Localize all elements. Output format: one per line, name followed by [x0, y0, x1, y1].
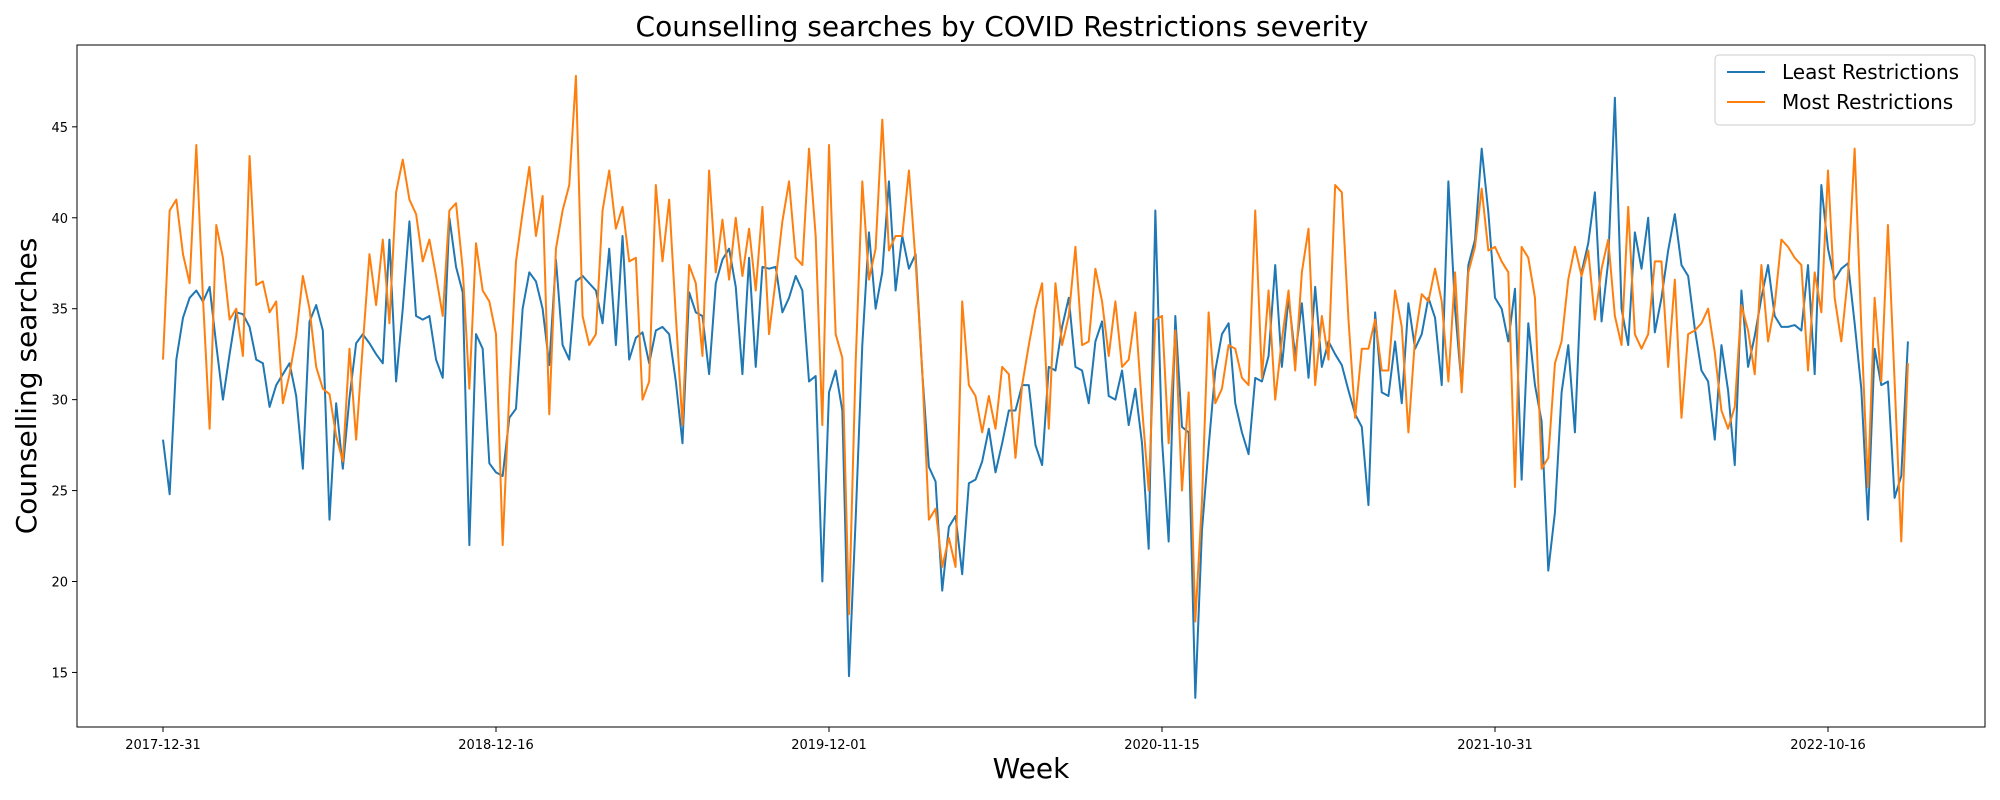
- x-axis-label: Week: [993, 752, 1070, 785]
- y-tick-label: 45: [51, 121, 68, 136]
- x-tick-label: 2021-10-31: [1457, 738, 1533, 753]
- y-axis-label: Counselling searches: [10, 238, 43, 535]
- series-line-most-restrictions: [162, 74, 1909, 623]
- legend-label-most: Most Restrictions: [1782, 90, 1953, 114]
- y-tick-label: 40: [51, 212, 68, 227]
- y-tick-label: 20: [51, 576, 68, 591]
- x-axis-ticks: 2017-12-31 2018-12-16 2019-12-01 2020-11-15…: [125, 727, 1866, 753]
- chart-title: Counselling searches by COVID Restrictio…: [636, 10, 1369, 43]
- plot-area-frame: [76, 44, 1986, 728]
- x-tick-label: 2017-12-31: [125, 738, 201, 753]
- legend-label-least: Least Restrictions: [1782, 60, 1959, 84]
- x-tick-label: 2018-12-16: [458, 738, 534, 753]
- y-tick-label: 35: [51, 303, 68, 318]
- x-tick-label: 2020-11-15: [1124, 738, 1200, 753]
- y-tick-label: 25: [51, 485, 68, 500]
- series-lines: [162, 74, 1909, 699]
- y-tick-label: 30: [51, 394, 68, 409]
- x-tick-label: 2022-10-16: [1790, 738, 1866, 753]
- legend-box: [1714, 54, 1976, 126]
- y-tick-label: 15: [51, 666, 68, 681]
- y-axis-ticks: 15 20 25 30 35 40 45: [51, 121, 77, 681]
- series-line-least-restrictions: [162, 96, 1909, 699]
- x-tick-label: 2019-12-01: [791, 738, 867, 753]
- legend: Least Restrictions Most Restrictions: [1714, 54, 1976, 126]
